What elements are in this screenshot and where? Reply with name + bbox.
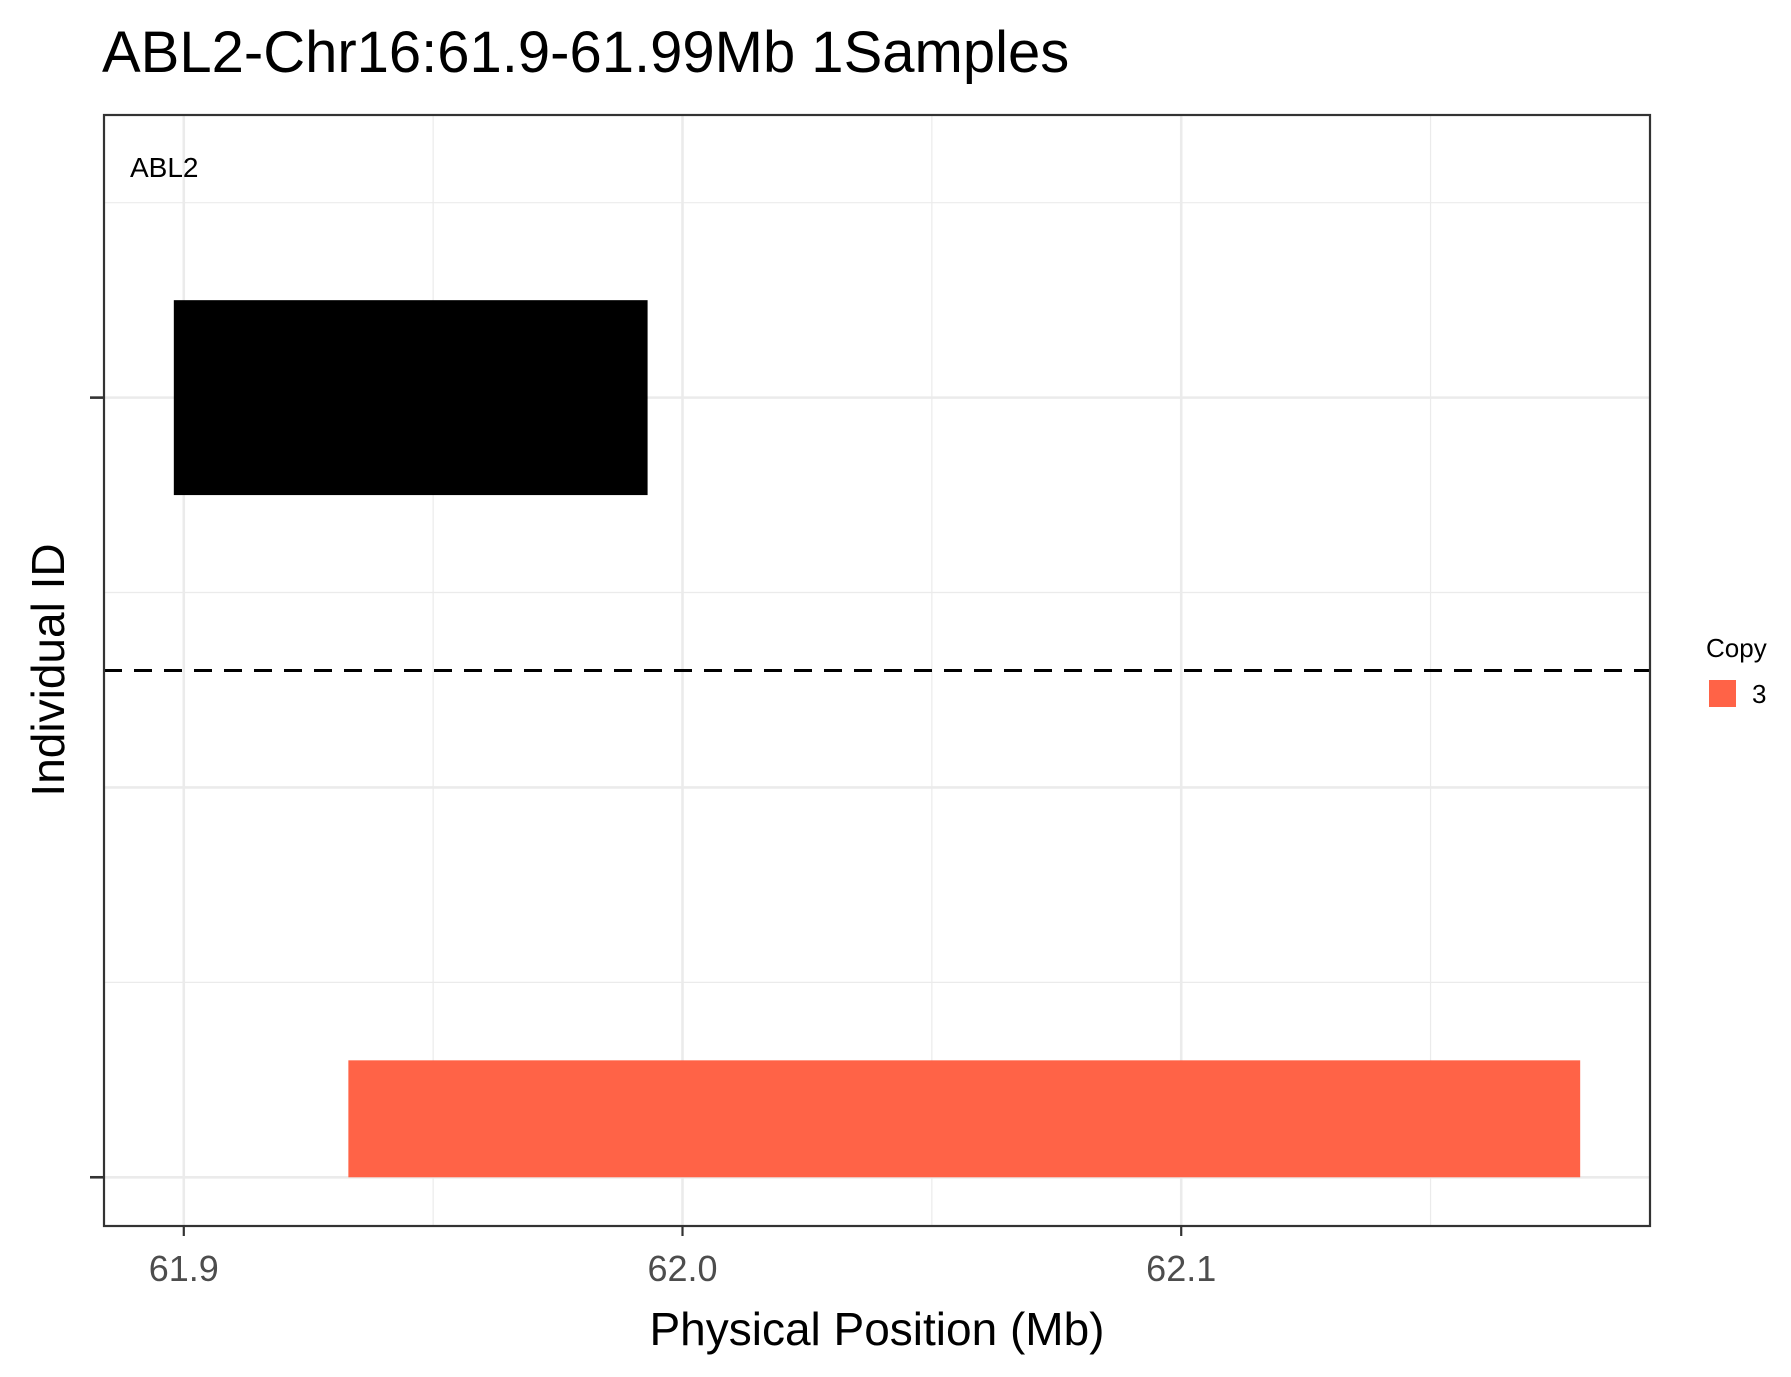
x-tick-label: 62.1	[1146, 1248, 1216, 1289]
cnv-segment-bar	[348, 1060, 1581, 1178]
legend-title: Copy	[1706, 633, 1767, 663]
legend-swatch	[1709, 680, 1736, 707]
legend-entries: 3	[1709, 679, 1766, 709]
x-tick-label: 61.9	[149, 1248, 219, 1289]
gene-bar	[173, 300, 648, 496]
axes: 61.9 62.0 62.1	[90, 396, 1216, 1289]
panel-border	[102, 113, 1652, 1228]
chart-title: ABL2-Chr16:61.9-61.99Mb 1Samples	[102, 20, 1069, 85]
gene-label: ABL2	[130, 152, 199, 183]
x-tick-label: 62.0	[647, 1248, 717, 1289]
x-axis-title: Physical Position (Mb)	[649, 1303, 1104, 1355]
legend: Copy 3	[1706, 633, 1767, 709]
plot-marks: ABL2	[104, 152, 1650, 1178]
legend-label: 3	[1752, 679, 1766, 709]
y-axis-title: Individual ID	[22, 543, 74, 796]
